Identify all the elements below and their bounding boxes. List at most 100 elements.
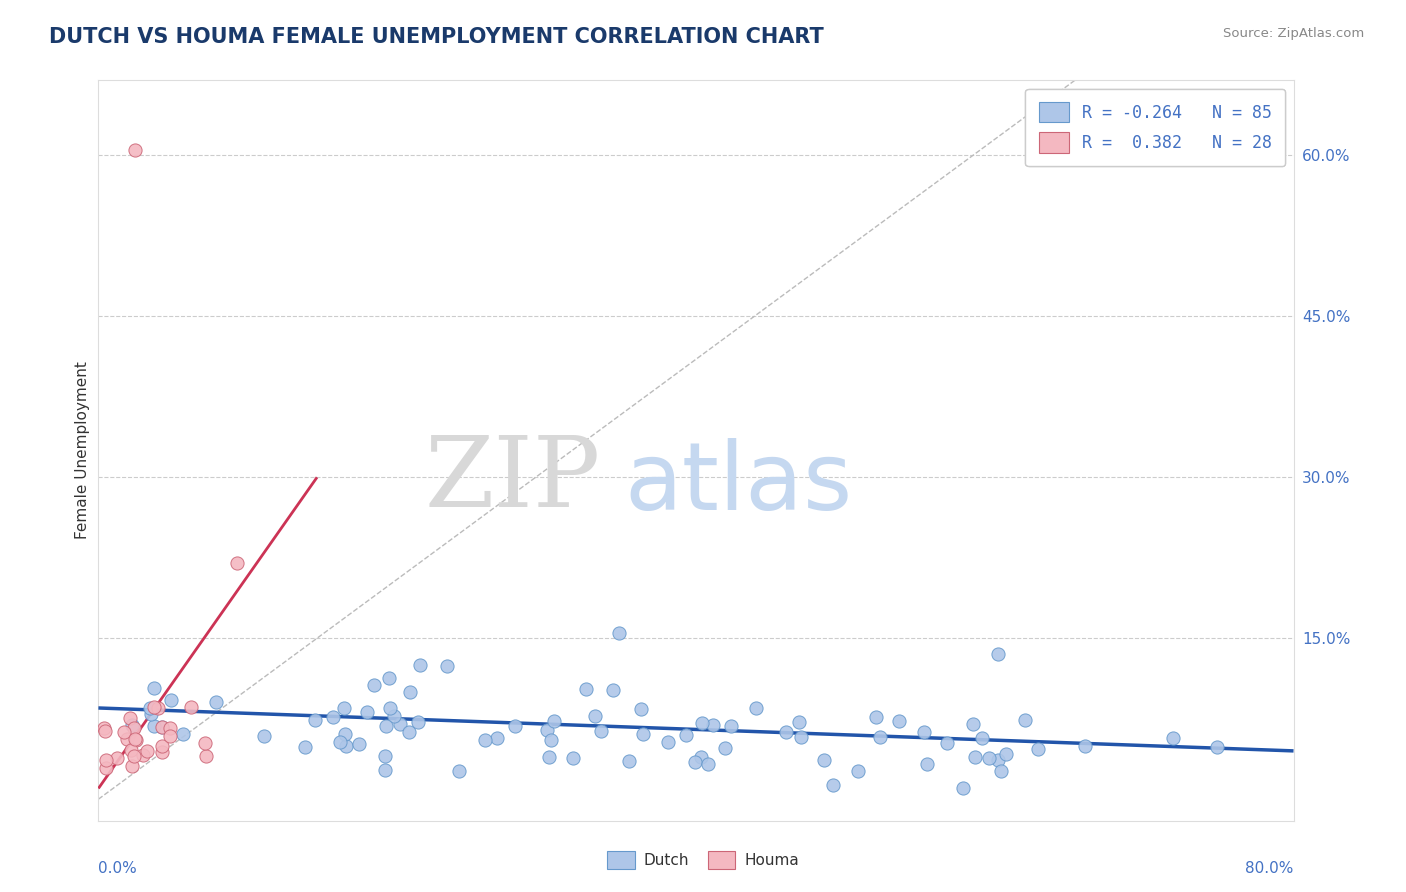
Point	[205, 695, 228, 709]
Point	[94, 724, 117, 739]
Point	[692, 715, 714, 730]
Point	[148, 700, 170, 714]
Point	[714, 741, 737, 756]
Point	[120, 742, 142, 756]
Point	[543, 714, 565, 729]
Point	[356, 705, 378, 719]
Point	[374, 748, 396, 763]
Point	[589, 723, 612, 738]
Point	[93, 721, 115, 735]
Point	[963, 750, 986, 764]
Point	[683, 756, 706, 770]
Point	[194, 736, 217, 750]
Point	[720, 718, 742, 732]
Point	[846, 764, 869, 778]
Point	[384, 709, 406, 723]
Text: 80.0%: 80.0%	[1246, 862, 1294, 876]
Point	[159, 729, 181, 743]
Point	[398, 725, 420, 739]
Point	[124, 732, 146, 747]
Point	[912, 725, 935, 739]
Point	[150, 720, 173, 734]
Point	[125, 733, 148, 747]
Point	[536, 723, 558, 738]
Point	[120, 710, 142, 724]
Point	[1014, 714, 1036, 728]
Point	[225, 556, 247, 570]
Point	[150, 739, 173, 753]
Point	[195, 748, 218, 763]
Point	[388, 717, 411, 731]
Point	[436, 659, 458, 673]
Legend: R = -0.264   N = 85, R =  0.382   N = 28: R = -0.264 N = 85, R = 0.382 N = 28	[1025, 88, 1285, 166]
Point	[363, 678, 385, 692]
Point	[406, 715, 429, 730]
Point	[180, 699, 202, 714]
Point	[121, 718, 143, 732]
Point	[335, 739, 357, 754]
Point	[972, 731, 994, 745]
Point	[122, 749, 145, 764]
Point	[977, 750, 1000, 764]
Point	[675, 728, 697, 742]
Point	[602, 683, 624, 698]
Point	[1074, 739, 1097, 753]
Point	[1026, 742, 1049, 756]
Point	[821, 778, 844, 792]
Point	[936, 736, 959, 750]
Point	[333, 700, 356, 714]
Point	[132, 748, 155, 763]
Point	[952, 781, 974, 796]
Point	[690, 749, 713, 764]
Point	[1206, 739, 1229, 754]
Point	[172, 727, 194, 741]
Point	[869, 731, 891, 745]
Point	[322, 710, 344, 724]
Point	[112, 725, 135, 739]
Point	[449, 764, 471, 778]
Point	[374, 763, 396, 777]
Point	[787, 714, 810, 729]
Point	[150, 745, 173, 759]
Y-axis label: Female Unemployment: Female Unemployment	[75, 361, 90, 540]
Text: Source: ZipAtlas.com: Source: ZipAtlas.com	[1223, 27, 1364, 40]
Point	[329, 735, 352, 749]
Point	[574, 682, 596, 697]
Point	[398, 684, 420, 698]
Point	[631, 727, 654, 741]
Point	[775, 725, 797, 739]
Point	[294, 739, 316, 754]
Point	[485, 731, 508, 746]
Point	[160, 693, 183, 707]
Point	[657, 735, 679, 749]
Point	[697, 756, 720, 771]
Point	[409, 658, 432, 673]
Point	[813, 753, 835, 767]
Point	[122, 721, 145, 735]
Text: atlas: atlas	[624, 438, 852, 530]
Point	[585, 709, 607, 723]
Point	[142, 719, 165, 733]
Point	[562, 751, 585, 765]
Point	[115, 732, 138, 747]
Point	[105, 751, 128, 765]
Point	[159, 721, 181, 735]
Point	[987, 648, 1010, 662]
Point	[253, 729, 276, 743]
Point	[744, 701, 766, 715]
Point	[150, 721, 173, 735]
Point	[304, 713, 326, 727]
Point	[865, 710, 887, 724]
Point	[537, 750, 560, 764]
Point	[790, 730, 813, 744]
Text: 0.0%: 0.0%	[98, 862, 138, 876]
Point	[141, 707, 163, 722]
Point	[121, 759, 143, 773]
Point	[347, 737, 370, 751]
Point	[607, 625, 630, 640]
Point	[995, 747, 1018, 762]
Point	[124, 143, 146, 157]
Point	[333, 727, 356, 741]
Point	[374, 719, 396, 733]
Point	[505, 719, 527, 733]
